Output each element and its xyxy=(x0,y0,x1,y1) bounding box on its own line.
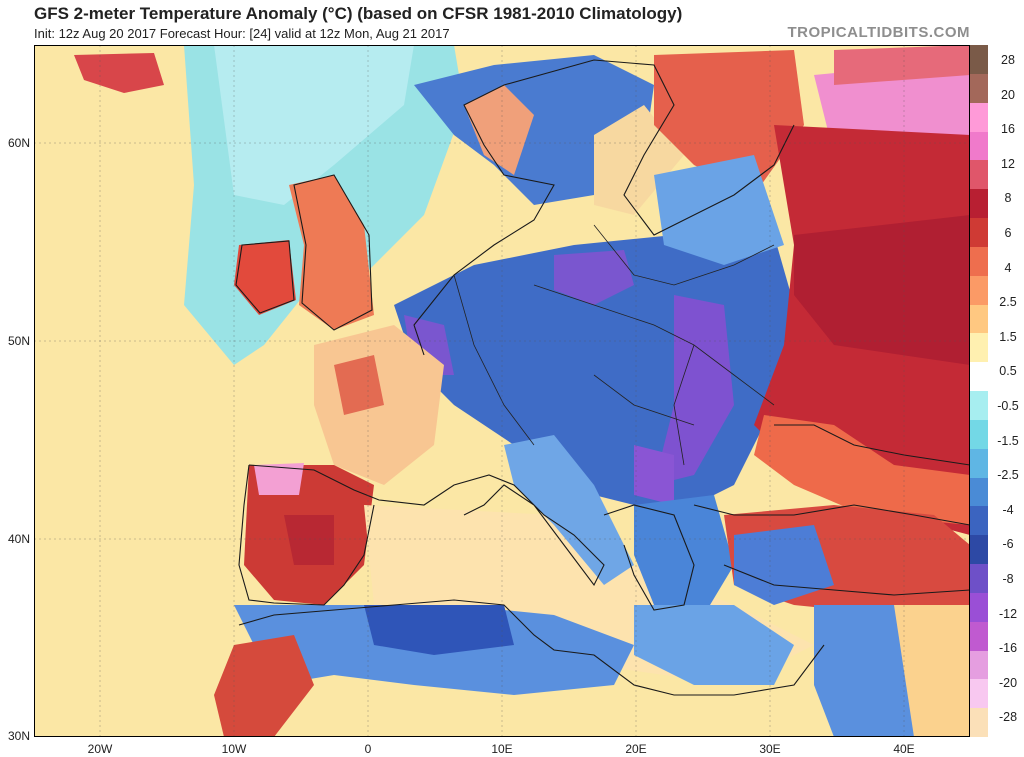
lon-label-20e: 20E xyxy=(625,742,647,756)
colorbar-segment xyxy=(970,73,988,104)
colorbar-label: -1.5 xyxy=(997,433,1019,448)
lat-label-60n: 60N xyxy=(7,136,30,150)
colorbar-segment xyxy=(970,333,988,363)
colorbar-segment xyxy=(970,275,988,305)
colorbar-segment xyxy=(970,362,988,392)
lon-label-30e: 30E xyxy=(759,742,781,756)
lon-label-40e: 40E xyxy=(893,742,915,756)
colorbar-segment xyxy=(970,102,988,132)
lon-label-10e: 10E xyxy=(491,742,513,756)
colorbar-segment xyxy=(970,477,988,507)
anomaly-map xyxy=(34,45,970,737)
colorbar-segment xyxy=(970,45,988,75)
colorbar-segment xyxy=(970,621,988,651)
colorbar-segment xyxy=(970,506,988,536)
colorbar-segment xyxy=(970,679,988,709)
colorbar-label: -8 xyxy=(1002,572,1014,586)
colorbar-label: -6 xyxy=(1002,537,1014,552)
colorbar-label: 6 xyxy=(1004,226,1012,240)
lat-label-30n: 30N xyxy=(7,729,30,743)
colorbar-segment xyxy=(970,304,988,334)
brand-watermark: TROPICALTIDBITS.COM xyxy=(787,24,970,41)
colorbar-segment xyxy=(970,708,988,738)
lon-label-0: 0 xyxy=(364,742,372,756)
colorbar-segment xyxy=(970,592,988,623)
colorbar xyxy=(970,45,988,738)
colorbar-label: 0.5 xyxy=(999,364,1017,379)
colorbar-segment xyxy=(970,535,988,565)
colorbar-label: -16 xyxy=(998,641,1018,656)
colorbar-label: 4 xyxy=(1004,260,1012,275)
forecast-info: Init: 12z Aug 20 2017 Forecast Hour: [24… xyxy=(34,26,450,41)
colorbar-label: 8 xyxy=(1004,191,1012,206)
lat-label-50n: 50N xyxy=(7,334,30,348)
colorbar-label: -12 xyxy=(998,606,1018,621)
colorbar-label: -4 xyxy=(1002,502,1014,517)
colorbar-label: 1.5 xyxy=(999,329,1017,344)
colorbar-label: 2.5 xyxy=(999,295,1017,310)
lon-label-10w: 10W xyxy=(221,742,247,756)
colorbar-segment xyxy=(970,650,988,680)
colorbar-label: 20 xyxy=(1001,87,1015,102)
chart-title: GFS 2-meter Temperature Anomaly (°C) (ba… xyxy=(34,4,683,23)
colorbar-label: 28 xyxy=(1001,53,1015,67)
colorbar-segment xyxy=(970,391,988,421)
colorbar-label: -2.5 xyxy=(997,468,1019,483)
colorbar-label: 12 xyxy=(1001,156,1015,171)
map-canvas xyxy=(34,45,970,737)
colorbar-label: -20 xyxy=(998,675,1018,690)
colorbar-segment xyxy=(970,218,988,248)
colorbar-label: 16 xyxy=(1001,122,1015,137)
colorbar-segment xyxy=(970,160,988,190)
lon-label-20w: 20W xyxy=(87,742,113,756)
colorbar-segment xyxy=(970,189,988,219)
colorbar-segment xyxy=(970,246,988,277)
colorbar-segment xyxy=(970,419,988,450)
colorbar-segment xyxy=(970,564,988,594)
colorbar-segment xyxy=(970,448,988,478)
colorbar-label: -0.5 xyxy=(997,399,1019,413)
lat-label-40n: 40N xyxy=(7,532,30,546)
colorbar-label: -28 xyxy=(998,710,1018,725)
colorbar-segment xyxy=(970,131,988,161)
